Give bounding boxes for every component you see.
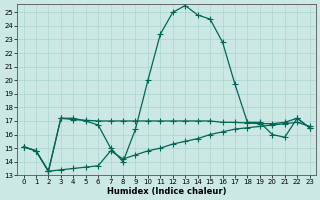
X-axis label: Humidex (Indice chaleur): Humidex (Indice chaleur) bbox=[107, 187, 226, 196]
